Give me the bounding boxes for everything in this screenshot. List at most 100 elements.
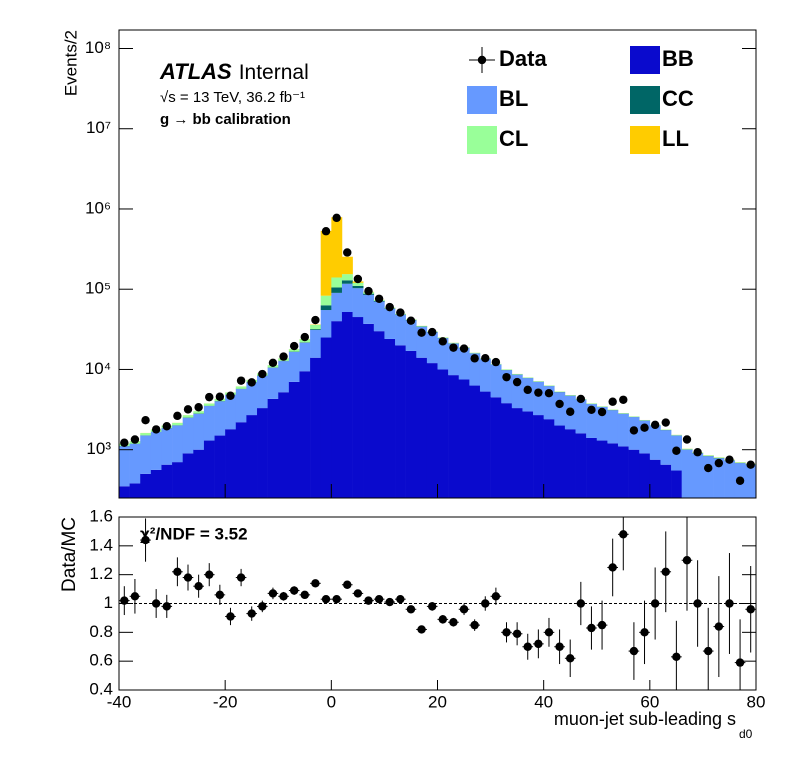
histogram-bar	[140, 433, 152, 436]
histogram-bar	[299, 342, 311, 372]
data-point	[650, 420, 660, 430]
data-point	[417, 328, 426, 337]
histogram-bar	[288, 349, 300, 352]
histogram-bar	[511, 408, 523, 498]
histogram-bar	[161, 464, 173, 498]
ratio-point	[385, 597, 394, 607]
histogram-bar	[320, 295, 332, 306]
histogram-bar	[299, 371, 311, 498]
data-point	[619, 395, 628, 404]
ratio-point	[661, 567, 670, 576]
legend-swatch	[630, 126, 660, 154]
histogram-bar	[564, 429, 576, 498]
histogram-bar	[172, 462, 183, 498]
data-point	[502, 372, 511, 382]
histogram-bar	[490, 364, 502, 398]
ratio-point	[470, 620, 479, 630]
ratio-point	[619, 530, 628, 539]
ratio-point	[343, 580, 352, 589]
ratio-point	[449, 618, 458, 627]
histogram-bar	[235, 386, 247, 389]
data-point	[512, 377, 522, 387]
legend-label: LL	[662, 126, 689, 151]
ratio-point	[321, 594, 331, 604]
data-point	[576, 394, 586, 404]
ratio-point	[268, 589, 278, 598]
axes: 10³ 10⁴ 10⁵ 10⁶ 10⁷ 10⁸ 0.4 0.6 0.8 1 1.2 1.4 1.6 -40…	[85, 38, 766, 712]
data-point	[704, 463, 713, 473]
ratio-point	[650, 599, 660, 608]
histogram-bar	[331, 277, 343, 288]
legend-label: BB	[662, 46, 694, 71]
ratio-point	[597, 620, 607, 630]
histogram-bar	[543, 419, 555, 498]
histogram-bar	[533, 381, 544, 416]
data-point	[353, 274, 363, 284]
histogram-bar	[341, 256, 353, 275]
histogram-bar	[724, 460, 736, 498]
y-tick-label: 1.6	[89, 506, 113, 525]
data-point	[311, 315, 320, 325]
data-point	[183, 405, 193, 414]
ratio-point	[534, 639, 543, 649]
legend-label: CC	[662, 86, 694, 111]
data-point	[258, 369, 267, 379]
top-plot	[119, 213, 756, 498]
ratio-point	[311, 579, 320, 588]
histogram-bar	[522, 411, 534, 498]
ratio-point	[417, 625, 426, 634]
histogram-bar	[586, 437, 598, 498]
histogram-bar	[437, 338, 449, 370]
y-tick-label: 10⁷	[86, 118, 111, 137]
histogram-bar	[235, 422, 247, 498]
histogram-bar	[193, 449, 205, 498]
histogram-bar	[257, 408, 268, 498]
data-point	[459, 344, 469, 353]
histogram-bar	[341, 280, 353, 284]
histogram-bar	[416, 326, 428, 358]
histogram-bar	[320, 337, 332, 498]
ratio-point	[512, 629, 522, 638]
x-tick-label: -20	[213, 692, 238, 711]
x-tick-label: 20	[428, 692, 447, 711]
ratio-point	[714, 622, 724, 631]
data-point	[151, 425, 161, 434]
data-point	[661, 418, 670, 427]
legend-swatch	[467, 86, 497, 114]
y-tick-label: 1.4	[89, 535, 113, 554]
data-point	[396, 308, 405, 317]
histogram-bar	[543, 386, 555, 420]
histogram-bar	[681, 448, 693, 450]
data-point	[130, 435, 140, 444]
ratio-y-axis-label: Data/MC	[59, 517, 80, 592]
ratio-point	[289, 586, 299, 595]
histogram-bar	[745, 464, 756, 498]
histogram-bar	[310, 357, 322, 498]
histogram-bar	[458, 348, 470, 380]
histogram-bar	[671, 470, 682, 498]
histogram-bar	[533, 415, 544, 498]
chi2-label: χ²/NDF = 3.52	[140, 524, 248, 543]
ratio-point	[672, 652, 681, 662]
data-point	[279, 352, 288, 361]
histogram-bar	[501, 370, 513, 404]
status: Internal	[239, 61, 309, 84]
histogram-bar	[692, 453, 704, 498]
ratio-point	[481, 599, 490, 608]
histogram-bar	[352, 317, 364, 498]
histogram-bar	[713, 458, 725, 498]
histogram-bar	[607, 410, 619, 444]
data-point	[491, 357, 501, 367]
histogram-bar	[395, 314, 406, 346]
ratio-point	[215, 590, 225, 600]
ratio-point	[332, 594, 341, 604]
histogram-bar	[288, 351, 300, 382]
top-frame	[118, 29, 757, 499]
legend-label: CL	[499, 126, 528, 151]
histogram-bar	[639, 420, 651, 454]
histogram-bar	[140, 473, 152, 498]
ratio-point	[704, 646, 713, 656]
histogram-bar	[331, 292, 343, 322]
legend-label: BL	[499, 86, 528, 111]
